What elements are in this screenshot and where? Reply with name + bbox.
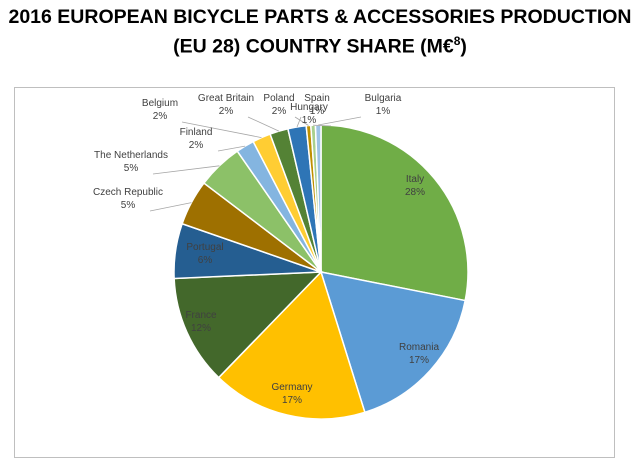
pie-slice-france — [173, 271, 323, 379]
slice-label-the-netherlands: The Netherlands — [94, 150, 168, 161]
pie-slice-italy — [320, 124, 469, 302]
slice-percent-belgium: 2% — [153, 111, 168, 122]
slice-percent-portugal: 6% — [198, 255, 213, 266]
slice-label-belgium: Belgium — [142, 98, 178, 109]
slice-percent-bulgaria: 1% — [376, 106, 391, 117]
slice-percent-hungary: 1% — [302, 115, 317, 126]
slice-label-bulgaria: Bulgaria — [365, 93, 402, 104]
slice-label-finland: Finland — [180, 127, 213, 138]
slice-percent-finland: 2% — [189, 140, 204, 151]
pie-slice-romania — [319, 271, 467, 414]
slice-label-germany: Germany — [271, 382, 312, 393]
slice-percent-france: 12% — [191, 323, 211, 334]
slice-percent-the-netherlands: 5% — [124, 163, 139, 174]
chart-title-close-paren: ) — [460, 35, 467, 58]
slice-label-italy: Italy — [406, 174, 424, 185]
slice-percent-spain: 1% — [310, 106, 325, 117]
slice-percent-romania: 17% — [409, 355, 429, 366]
slice-label-romania: Romania — [399, 342, 439, 353]
leader-line-poland — [296, 116, 302, 128]
slice-label-france: France — [185, 310, 217, 321]
pie-slice-germany — [217, 270, 366, 420]
slice-label-spain: Spain — [304, 93, 330, 104]
slice-label-portugal: Portugal — [186, 242, 223, 253]
slice-percent-poland: 2% — [272, 106, 287, 117]
slice-percent-italy: 28% — [405, 187, 425, 198]
slice-label-czech-republic: Czech Republic — [93, 187, 163, 198]
slice-percent-czech-republic: 5% — [121, 200, 136, 211]
leader-line-great-britain — [247, 116, 280, 132]
slice-label-hungary: Hungary — [290, 102, 328, 113]
slice-percent-germany: 17% — [282, 395, 302, 406]
slice-percent-great-britain: 2% — [219, 106, 234, 117]
chart-frame — [14, 87, 615, 458]
leader-line-finland — [217, 145, 246, 152]
chart-title-text: (EU 28) COUNTRY SHARE (M€ — [173, 35, 454, 58]
leader-line-spain — [294, 116, 309, 126]
leader-line-czech-republic — [149, 202, 192, 212]
chart-title-line-2: (EU 28) COUNTRY SHARE (M€8) — [0, 30, 640, 58]
leader-line-belgium — [181, 121, 262, 138]
slice-label-poland: Poland — [263, 93, 294, 104]
leader-line-the-netherlands — [152, 165, 220, 175]
leader-line-hungary — [313, 124, 332, 127]
chart-title-superscript: 8 — [453, 34, 461, 48]
chart-title-line-1: 2016 EUROPEAN BICYCLE PARTS & ACCESSORIE… — [8, 6, 632, 28]
leader-line-bulgaria — [318, 116, 362, 126]
slice-label-great-britain: Great Britain — [198, 93, 254, 104]
